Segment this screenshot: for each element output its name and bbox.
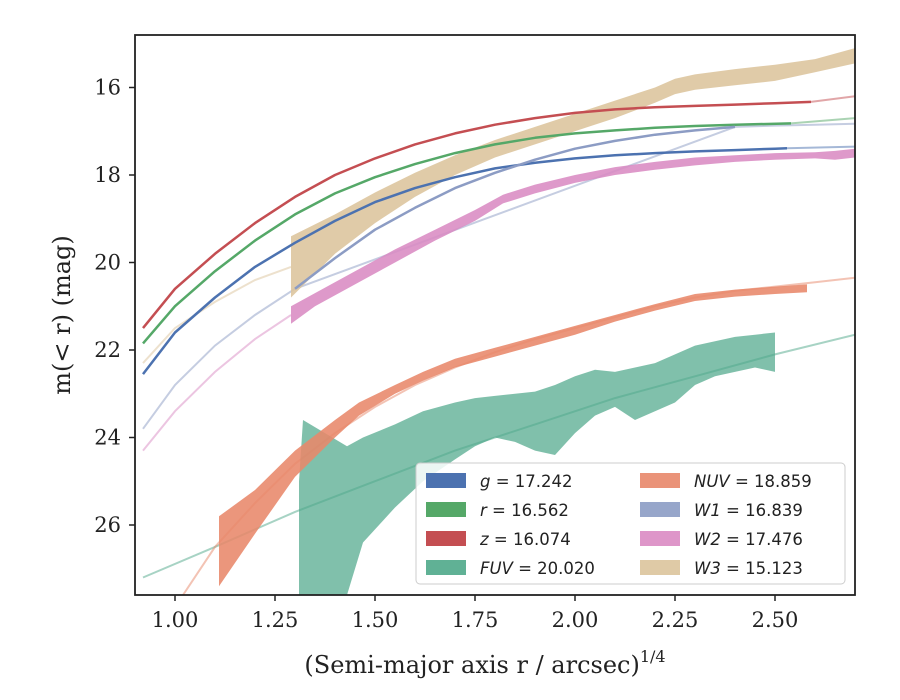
legend-item-fuv: FUV = 20.020 [426,559,595,578]
legend-value-g: = 17.242 [490,472,572,491]
legend-var-w1: W1 [694,501,721,520]
legend-value-r: = 16.562 [487,501,569,520]
series-r-line [142,122,792,345]
legend-value-w2: = 17.476 [721,530,803,549]
y-tick-label: 20 [94,251,121,275]
legend-label-w3: W3 = 15.123 [694,559,803,578]
legend-value-w1: = 16.839 [721,501,803,520]
y-axis: 16 18 20 22 24 26 [94,76,135,537]
x-axis: 1.00 1.25 1.50 1.75 2.00 2.25 2.50 [152,595,799,632]
legend-value-fuv: = 20.020 [513,559,595,578]
legend-swatch-g [426,473,466,488]
legend-swatch-z [426,531,466,546]
legend-item-w3: W3 = 15.123 [640,559,803,578]
legend-item-z: z = 16.074 [426,530,571,549]
legend-swatch-nuv [640,473,680,488]
x-axis-label-text: (Semi-major axis r / arcsec) [304,651,639,679]
legend-swatch-w2 [640,531,680,546]
y-tick-label: 16 [94,76,121,100]
series-w3-band [291,48,855,298]
legend-swatch-w3 [640,560,680,575]
legend-swatch-r [426,502,466,517]
legend-value-z: = 16.074 [489,530,571,549]
legend-label-nuv: NUV = 18.859 [694,472,812,491]
legend-item-w2: W2 = 17.476 [640,530,803,549]
legend-value-nuv: = 18.859 [730,472,812,491]
legend-var-g: g [480,472,490,491]
x-tick-label: 1.00 [152,608,199,632]
legend-item-nuv: NUV = 18.859 [640,472,812,491]
y-tick-label: 22 [94,338,121,362]
y-tick-label: 24 [94,426,121,450]
series-g-line [142,147,788,375]
series-g-model-line [786,145,855,150]
series-nuv-band [219,284,807,587]
legend-label-z: z = 16.074 [479,530,571,549]
legend-label-g: g = 17.242 [480,472,573,491]
legend-label-r: r = 16.562 [480,501,569,520]
legend-var-w2: W2 [694,530,721,549]
legend-var-z: z [479,530,489,549]
y-tick-label: 26 [94,513,121,537]
x-axis-label-power: 1/4 [640,647,666,666]
series-w3-model-line [142,265,292,364]
legend-var-r: r [480,501,488,520]
legend-var-w3: W3 [694,559,721,578]
legend-var-fuv: FUV [480,559,515,578]
legend-item-g: g = 17.242 [426,472,573,491]
series-z-line [142,100,812,329]
x-tick-label: 1.75 [452,608,499,632]
plot-frame [134,34,856,596]
series-w1-line [294,125,736,290]
legend-var-nuv: NUV [694,472,731,491]
legend-swatch-w1 [640,502,680,517]
legend-item-r: r = 16.562 [426,501,569,520]
series-z-model-line [810,95,855,103]
plot-area [142,48,855,595]
x-tick-label: 2.50 [752,608,799,632]
legend-value-w3: = 15.123 [721,559,803,578]
x-axis-label: (Semi-major axis r / arcsec)1/4 [304,647,665,679]
y-tick-label: 18 [94,163,121,187]
x-tick-label: 1.50 [352,608,399,632]
series-r-model-line [790,117,855,125]
y-axis-label: m(< r) (mag) [48,235,76,394]
legend-label-w1: W1 = 16.839 [694,501,803,520]
legend-frame [415,462,846,585]
series-w2-model-line [142,314,292,452]
legend-label-w2: W2 = 17.476 [694,530,803,549]
legend-swatch-fuv [426,560,466,575]
x-tick-label: 1.25 [252,608,299,632]
legend-item-w1: W1 = 16.839 [640,501,803,520]
x-tick-label: 2.25 [652,608,699,632]
x-tick-label: 2.00 [552,608,599,632]
series-fuv-band [299,332,775,595]
legend-label-fuv: FUV = 20.020 [480,559,595,578]
